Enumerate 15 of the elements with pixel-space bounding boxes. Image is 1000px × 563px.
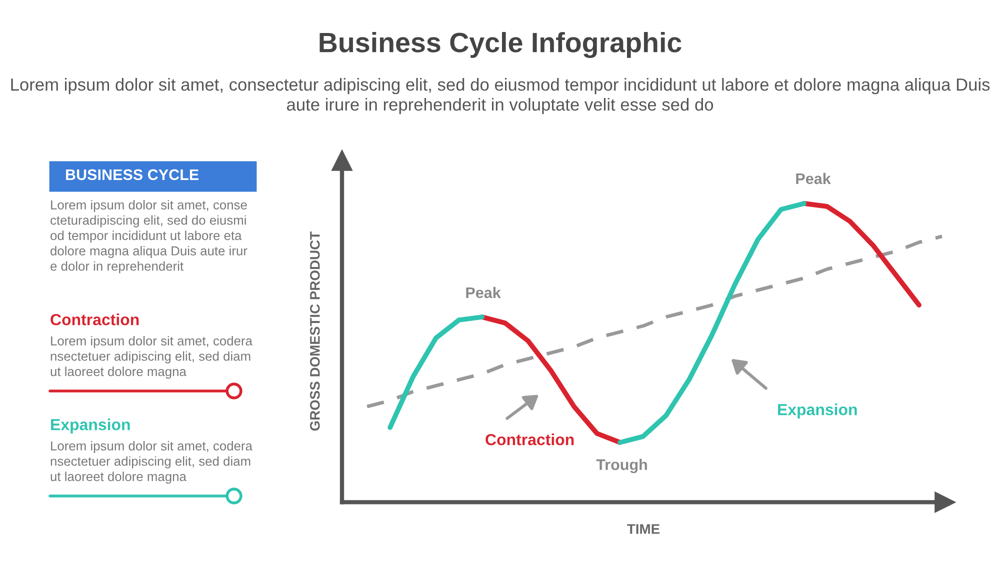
text: Expansion (778, 404, 857, 418)
series-label: Contraction (486, 434, 574, 446)
annotation: Trough (596, 458, 647, 474)
chart-title: Business Cycle Infographic (320, 32, 682, 58)
text: Lorem ipsum dolor sit amet, codera nsectetuer adipiscing elit, sed diam ut laoreet dolore magna (50, 336, 252, 379)
text: Lorem ipsum dolor sit amet, codera nsectetuer adipiscing elit, sed diam ut laoreet dolore magna (50, 441, 252, 484)
text: Lorem ipsum dolor sit amet, conse cteturadipiscing elit, sed do eiusmi od tempor incididunt ut labore eta dolore magna aliqua Duis aute irur e dolor in reprehenderit (50, 200, 248, 274)
text: Expansion (51, 418, 130, 434)
chart-subtitle: Lorem ipsum dolor sit amet, consectetur adipiscing elit, sed do eiusmod tempor incididunt ut labore et dolore magna aliqua Duis aute irure in reprehenderit in voluptate velit esse sed do (11, 78, 990, 114)
text: BUSINESS CYCLE (66, 169, 199, 180)
text: Peak (796, 172, 831, 184)
annotation: Peak (466, 286, 501, 298)
y-axis-title: GROSS DOMESTIC PRODUCT (310, 232, 320, 431)
text: Contraction (50, 314, 139, 326)
x-axis-title: TIME (627, 524, 660, 534)
